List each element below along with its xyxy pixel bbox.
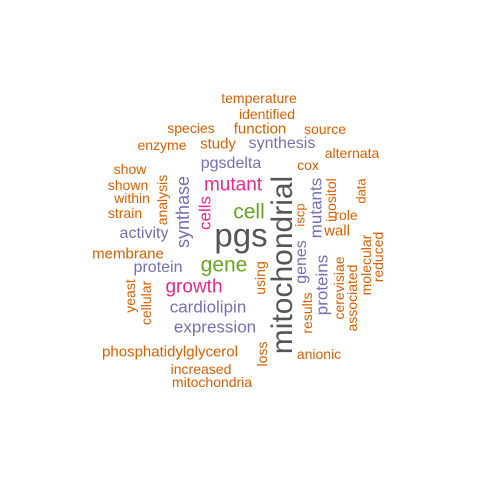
word-shown: shown	[107, 177, 149, 193]
word-yeast: yeast	[122, 279, 138, 313]
word-show: show	[113, 161, 147, 177]
word-temperature: temperature	[221, 90, 297, 106]
word-gene: gene	[200, 253, 248, 277]
word-species: species	[167, 120, 215, 136]
word-alternata: alternata	[324, 145, 380, 161]
word-increased: increased	[170, 361, 232, 377]
word-protein: protein	[133, 259, 183, 276]
word-pgsdelta: pgsdelta	[200, 155, 262, 172]
word-role: role	[334, 207, 358, 223]
word-cox: cox	[297, 157, 319, 173]
word-within: within	[114, 190, 150, 206]
word-mutant: mutant	[203, 174, 263, 196]
word-cells: cells	[195, 195, 215, 231]
word-using: using	[252, 261, 268, 295]
word-wall: wall	[324, 222, 350, 240]
word-mitochondria: mitochondria	[171, 374, 253, 390]
word-reduced: reduced	[370, 231, 386, 283]
word-cell: cell	[233, 200, 265, 224]
word-pgs: pgs	[214, 216, 268, 254]
word-enzyme: enzyme	[137, 137, 187, 153]
word-activity: activity	[119, 225, 169, 242]
word-cellular: cellular	[138, 280, 154, 326]
word-synthesis: synthesis	[248, 135, 316, 152]
word-results: results	[299, 292, 315, 334]
word-associated: associated	[344, 264, 360, 332]
word-function: function	[233, 120, 287, 138]
word-cardiolipin: cardiolipin	[169, 297, 247, 317]
word-data: data	[353, 178, 369, 204]
word-anionic: anionic	[296, 346, 342, 362]
word-strain: strain	[107, 205, 143, 221]
word-genes: genes	[293, 240, 310, 284]
word-identified: identified	[238, 106, 296, 122]
word-synthase: synthase	[173, 175, 193, 249]
word-mutants: mutants	[306, 177, 326, 239]
word-membrane: membrane	[92, 245, 164, 263]
word-growth: growth	[165, 276, 223, 298]
word-analysis: analysis	[154, 174, 170, 226]
word-iscp: iscp	[292, 203, 308, 227]
word-study: study	[200, 135, 236, 153]
word-source: source	[303, 121, 347, 137]
word-loss: loss	[254, 341, 270, 367]
word-proteins: proteins	[312, 254, 332, 316]
word-expression: expression	[173, 317, 257, 337]
word-inositol: inositol	[323, 178, 339, 222]
word-phosphatidylglycerol: phosphatidylglycerol	[102, 343, 238, 361]
